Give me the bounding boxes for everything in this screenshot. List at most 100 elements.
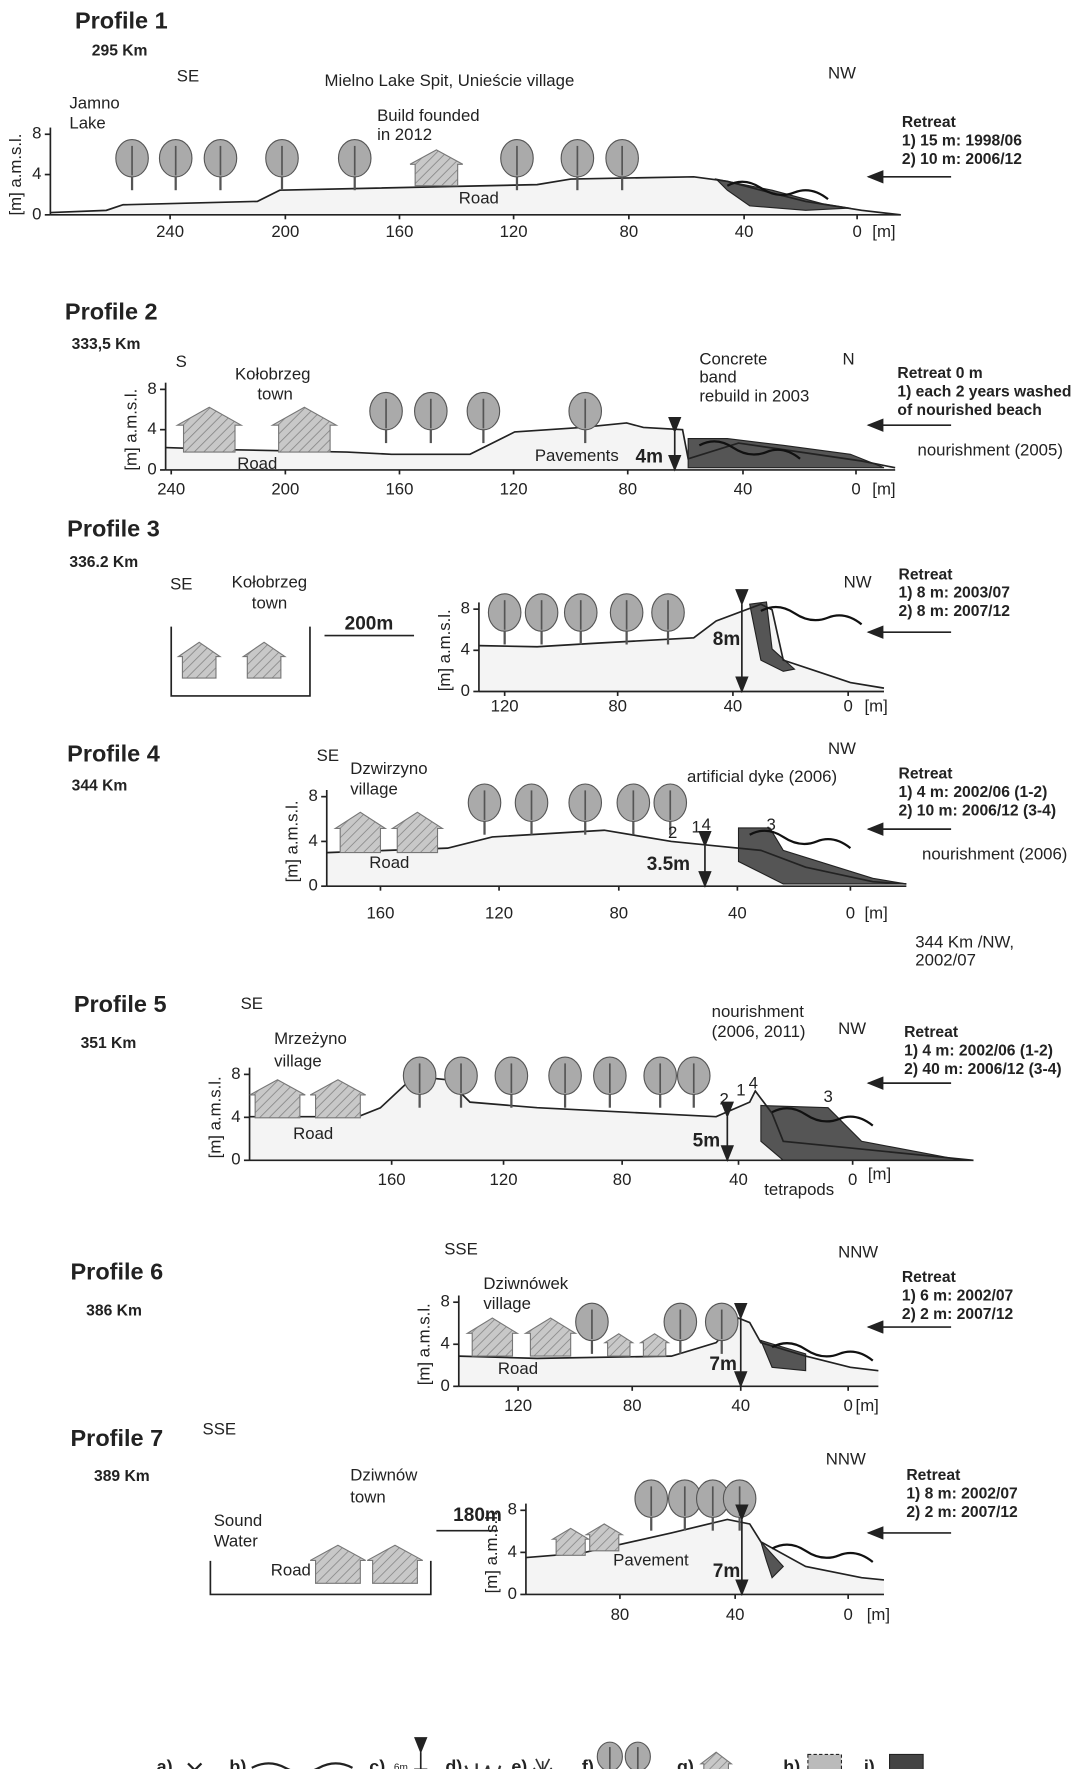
house xyxy=(177,407,241,452)
x-tick-label: 0 xyxy=(852,222,861,241)
retreat-text: 2) 8 m: 2007/12 xyxy=(899,603,1011,620)
house xyxy=(250,1080,305,1118)
x-tick-label: 200 xyxy=(271,222,299,241)
y-tick-label: 8 xyxy=(461,599,470,618)
x-tick-label: 80 xyxy=(618,480,637,499)
x-tick-label: 120 xyxy=(490,1170,518,1189)
retreat-text: Retreat xyxy=(902,1269,957,1286)
legend-label: f) xyxy=(582,1757,594,1769)
profile-label: tetrapods xyxy=(764,1180,834,1199)
direction-left: SE xyxy=(170,575,192,594)
retreat-text: Retreat xyxy=(902,114,957,131)
profile-label: in 2012 xyxy=(377,125,432,144)
profile-label: (2006, 2011) xyxy=(712,1022,806,1041)
retreat-text: 2) 40 m: 2006/12 (3-4) xyxy=(904,1061,1062,1078)
y-tick-label: 0 xyxy=(461,681,470,700)
profile-label: 3.5m xyxy=(647,854,690,875)
profile-label: nourishment (2005) xyxy=(918,440,1063,459)
legend-water-mark xyxy=(179,1763,201,1769)
legend-label: c) xyxy=(369,1757,385,1769)
house xyxy=(335,812,385,852)
house xyxy=(178,642,220,678)
x-tick-label: 160 xyxy=(385,222,413,241)
profile-km: 344 Km xyxy=(72,778,128,795)
retreat-text: Retreat xyxy=(899,566,954,583)
house xyxy=(310,1545,365,1583)
x-tick-label: 0 xyxy=(851,480,860,499)
retreat-text: Retreat xyxy=(906,1467,961,1484)
direction-right: NW xyxy=(828,63,856,82)
profile-label: town xyxy=(350,1488,385,1507)
legend-label: e) xyxy=(511,1757,527,1769)
y-tick-label: 8 xyxy=(147,379,156,398)
y-tick-label: 8 xyxy=(231,1064,240,1083)
profile-label: Build founded xyxy=(377,106,480,125)
retreat-text: 2) 10 m: 2006/12 (3-4) xyxy=(899,802,1057,819)
profile-label: Road xyxy=(237,454,277,473)
direction-right: NNW xyxy=(826,1450,866,1469)
y-axis-label: [m] a.m.s.l. xyxy=(283,800,302,882)
retreat-text: Retreat xyxy=(904,1024,959,1041)
profile-label: 4m xyxy=(636,447,663,468)
y-tick-label: 8 xyxy=(508,1500,517,1519)
profile-label: 200m xyxy=(345,613,394,634)
profile-label: Pavement xyxy=(613,1550,689,1569)
profile-label: 344 Km /NW, xyxy=(915,933,1014,952)
y-tick-label: 8 xyxy=(441,1292,450,1311)
x-tick-label: 200 xyxy=(271,480,299,499)
retreat-text: of nourished beach xyxy=(897,402,1041,419)
profile-label: band xyxy=(699,368,736,387)
profile-km: 389 Km xyxy=(94,1468,150,1485)
direction-left: S xyxy=(176,352,187,371)
profile-label: town xyxy=(257,384,292,403)
profile-km: 333,5 Km xyxy=(72,336,141,353)
y-tick-label: 4 xyxy=(508,1542,517,1561)
x-tick-label: 40 xyxy=(735,222,754,241)
profile-km: 336.2 Km xyxy=(69,554,138,571)
beach-zone xyxy=(761,1105,962,1160)
y-tick-label: 0 xyxy=(508,1584,517,1603)
x-tick-label: 80 xyxy=(611,1605,630,1624)
house xyxy=(367,1545,422,1583)
profile-label: Concrete xyxy=(699,350,767,369)
x-tick-label: 0 xyxy=(844,1396,853,1415)
profile-title: Profile 5 xyxy=(74,991,167,1017)
y-tick-label: 4 xyxy=(308,831,317,850)
profile-label: village xyxy=(350,779,398,798)
profile-km: 351 Km xyxy=(81,1035,137,1052)
x-tick-label: 120 xyxy=(491,697,519,716)
x-tick-label: 0 xyxy=(844,697,853,716)
x-unit: [m] xyxy=(856,1396,879,1415)
y-axis-label: [m] a.m.s.l. xyxy=(121,389,140,471)
profile-label: Lake xyxy=(69,114,105,133)
x-tick-label: 40 xyxy=(726,1605,745,1624)
direction-right: NW xyxy=(838,1019,866,1038)
direction-left: SE xyxy=(317,746,339,765)
house xyxy=(467,1318,517,1356)
profile-label: Road xyxy=(271,1560,311,1579)
x-tick-label: 0 xyxy=(848,1170,857,1189)
retreat-text: 1) 6 m: 2002/07 xyxy=(902,1287,1014,1304)
x-tick-label: 120 xyxy=(500,222,528,241)
retreat-text: Retreat 0 m xyxy=(897,365,982,382)
profile-label: 5m xyxy=(693,1130,720,1151)
x-tick-label: 120 xyxy=(500,480,528,499)
direction-right: NW xyxy=(828,739,856,758)
retreat-text: 1) each 2 years washed xyxy=(897,383,1071,400)
legend-h-box xyxy=(808,1754,842,1769)
legend-label: a) xyxy=(157,1757,173,1769)
profile-label: Mrzeżyno xyxy=(274,1029,347,1048)
retreat-text: 1) 15 m: 1998/06 xyxy=(902,133,1022,150)
direction-left: SSE xyxy=(444,1239,478,1258)
y-tick-label: 0 xyxy=(147,459,156,478)
profile-label: 1 xyxy=(692,817,701,836)
profile-label: 3 xyxy=(766,815,775,834)
profile-label: 4 xyxy=(749,1074,758,1093)
x-unit: [m] xyxy=(864,904,887,923)
legend-shrub xyxy=(534,1759,552,1769)
x-unit: [m] xyxy=(872,222,895,241)
x-tick-label: 40 xyxy=(724,697,743,716)
house xyxy=(641,1334,669,1356)
x-tick-label: 80 xyxy=(623,1396,642,1415)
x-unit: [m] xyxy=(864,697,887,716)
